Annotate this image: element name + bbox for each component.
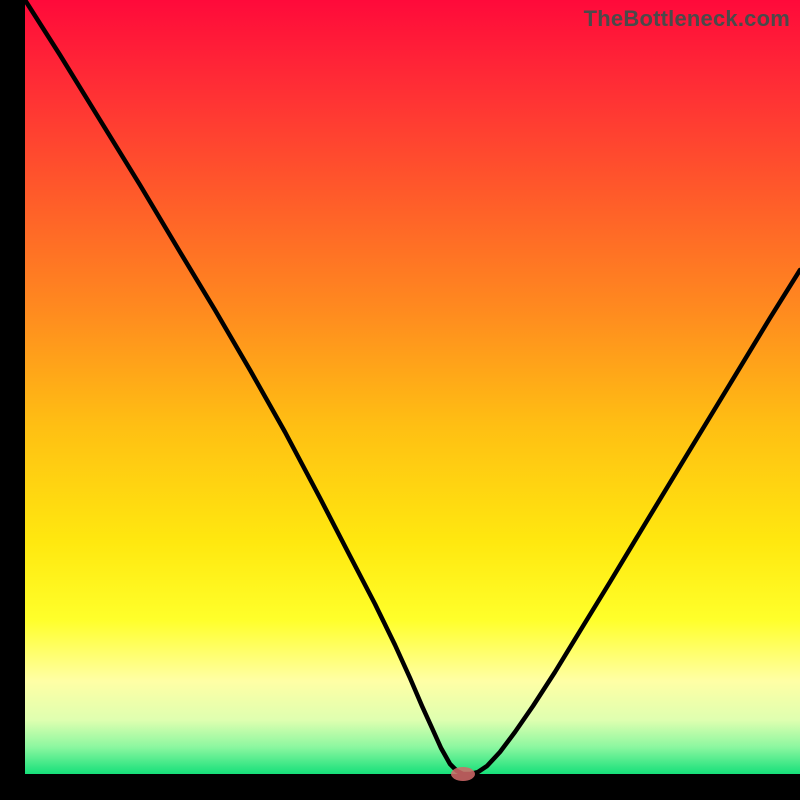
plot-background <box>25 0 800 774</box>
watermark-text: TheBottleneck.com <box>584 6 790 32</box>
optimal-marker <box>451 767 475 781</box>
